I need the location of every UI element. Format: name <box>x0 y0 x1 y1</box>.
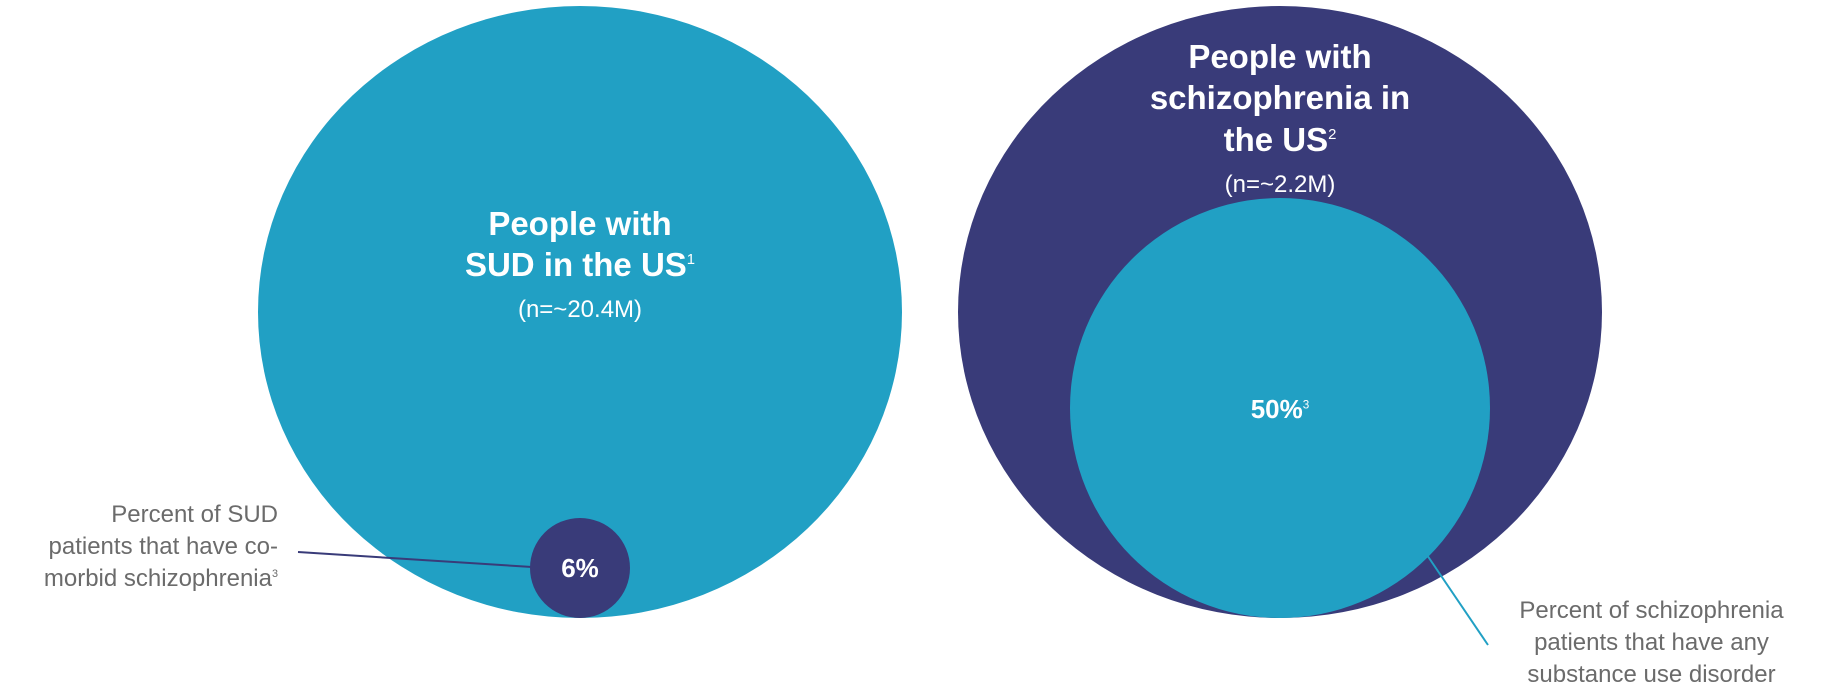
sud-population-circle <box>258 6 902 618</box>
schizophrenia-callout-line3: substance use disorder <box>1527 660 1776 688</box>
schizophrenia-circle-title: People with schizophrenia in the US2 <box>1080 36 1480 160</box>
sud-callout-line1: Percent of SUD <box>111 501 278 528</box>
schizophrenia-title-line2: schizophrenia in <box>1149 79 1411 117</box>
sud-title-line1: People with <box>488 205 672 242</box>
schizophrenia-sud-percent-value: 50% <box>1250 394 1303 424</box>
schizophrenia-title-line3: the US2 <box>1080 119 1480 160</box>
sud-callout-ref: 3 <box>271 567 278 580</box>
schizophrenia-callout-text: Percent of schizophrenia patients that h… <box>1480 595 1823 691</box>
sud-population-count: (n=~20.4M) <box>517 296 643 323</box>
sud-circle-title: People with SUD in the US1 <box>380 203 780 286</box>
sud-title-line2: SUD in the US1 <box>380 244 780 285</box>
schizophrenia-sud-percent-ref: 3 <box>1302 398 1310 412</box>
sud-callout-text: Percent of SUD patients that have co- mo… <box>0 499 278 595</box>
sud-callout-line3: morbid schizophrenia3 <box>0 563 278 595</box>
schizophrenia-callout-line1: Percent of schizophrenia <box>1519 597 1784 624</box>
schizophrenia-title-line1: People with <box>1188 38 1372 75</box>
sud-title-ref: 1 <box>686 252 696 269</box>
sud-callout-line3-text: morbid schizophrenia <box>43 564 272 592</box>
schizophrenia-population-count: (n=~2.2M) <box>1224 171 1336 198</box>
schizophrenia-callout-line2: patients that have any <box>1534 628 1769 656</box>
schizophrenia-sud-circle <box>1070 198 1490 618</box>
sud-comorbid-circle <box>530 518 630 618</box>
schizophrenia-sud-percent: 50%3 <box>1180 393 1380 426</box>
sud-callout-line2: patients that have co- <box>48 532 278 560</box>
schizophrenia-callout-leader-line <box>1426 554 1489 646</box>
schizophrenia-title-ref: 2 <box>1328 126 1337 143</box>
schizophrenia-title-line3-text: the US <box>1223 120 1329 158</box>
sud-comorbid-percent: 6% <box>561 553 599 583</box>
sud-title-line2-text: SUD in the US <box>464 246 687 284</box>
sud-callout-leader-line <box>297 551 533 568</box>
